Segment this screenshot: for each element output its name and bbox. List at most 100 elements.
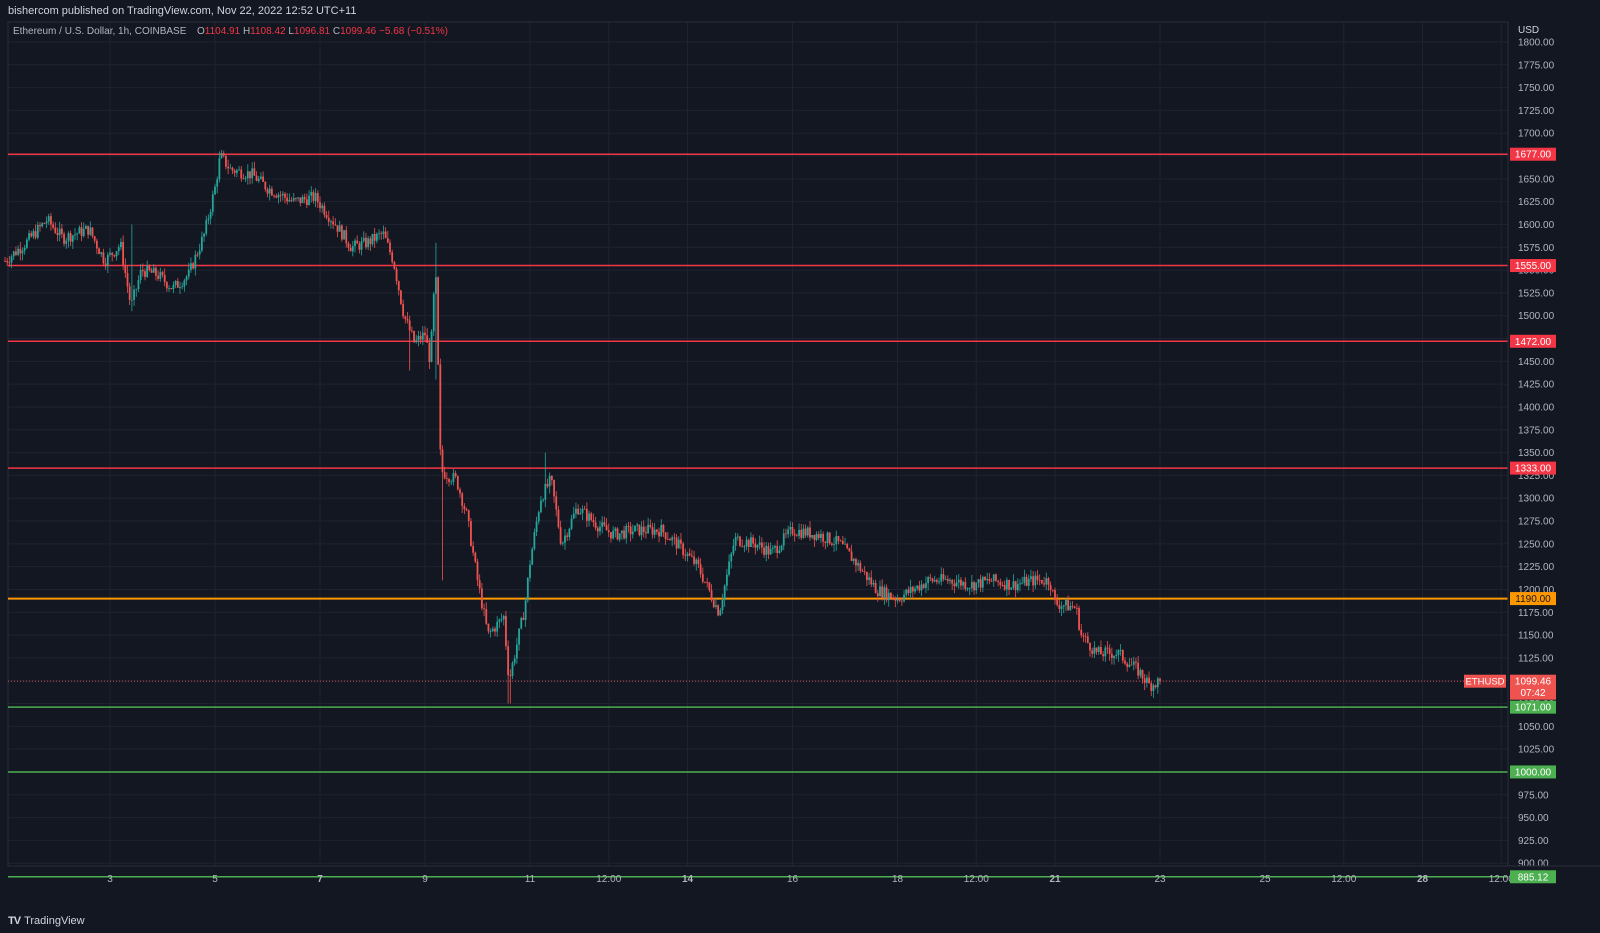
candle-body [927,577,930,584]
symbol-title[interactable]: Ethereum / U.S. Dollar, 1h, COINBASE [13,26,187,37]
candle-body [349,247,352,252]
candle-body [113,255,116,257]
candle-body [577,508,580,515]
price-tick-label: 1425.00 [1518,380,1555,391]
candle-body [181,286,184,288]
candle-body [159,272,162,279]
candle-body [938,581,940,583]
candle-body [402,303,405,317]
candle-body [999,581,1002,586]
candle-body [397,281,400,291]
candle-body [150,270,153,273]
candle-body [183,280,186,287]
candle-body [914,588,916,592]
high-label: H [242,26,251,37]
time-tick-label: 23 [1154,874,1166,885]
candle-body [441,449,444,473]
price-tick-label: 1575.00 [1518,243,1555,254]
price-tick-label: 1375.00 [1518,425,1555,436]
candle-body [120,241,122,248]
candle-body [415,339,418,343]
candle-body [618,533,621,540]
candle-body [235,170,238,174]
candle-body [323,205,326,215]
candle-body [443,472,446,479]
candle-body [949,579,951,582]
candle-body [1086,636,1089,643]
candle-body [203,233,205,237]
price-tick-label: 1175.00 [1518,608,1554,619]
candle-body [828,532,831,544]
candle-body [557,509,560,528]
bar-countdown-label: 07:42 [1520,688,1545,699]
tradingview-logo-icon: TV [8,915,21,927]
low-value: 1096.81 [293,26,331,37]
candle-body [590,513,593,521]
candle-body [596,527,599,532]
price-tick-label: 1025.00 [1518,745,1555,756]
candle-body [583,508,586,510]
candle-body [170,288,173,290]
candle-body [940,574,943,582]
candle-body [1132,661,1135,665]
candle-body [389,242,391,253]
candle-body [424,332,426,336]
candle-body [756,545,759,548]
candle-body [200,236,203,251]
horizontal-levels[interactable] [8,153,1508,878]
time-tick-label: 14 [682,874,694,885]
time-axis[interactable]: 3 5 7 9 11 12:00 14 16 18 12:00 21 23 25 12:00 28 12:00 [8,865,1600,885]
candle-body [717,605,720,616]
candle-body [218,158,221,180]
candle-body [555,496,558,510]
candle-body [575,508,577,514]
candle-body [327,217,330,222]
candle-body [406,319,409,321]
candle-body [15,251,17,255]
candle-body [553,479,555,497]
candle-body [581,508,584,514]
time-tick-label: 12:00 [1331,874,1356,885]
candlestick-chart[interactable]: USD 900.00 925.00 950.00 975.00 1000.00 1025.0… [0,0,1600,909]
candle-body [1021,582,1024,584]
candle-body [268,188,271,194]
candle-body [992,574,995,582]
time-tick-label: 11 [525,874,536,885]
candle-body [848,548,851,552]
candle-body [776,546,779,553]
candle-body [820,533,822,538]
candle-body [380,233,383,235]
candle-body [677,539,680,549]
tradingview-brand[interactable]: TV TradingView [8,909,85,933]
candle-body [78,227,81,234]
candle-body [804,528,807,536]
candle-body [861,570,864,572]
candle-body [540,500,542,513]
candle-body [1062,605,1065,607]
candle-body [688,553,691,556]
price-tick-label: 950.00 [1518,813,1549,824]
candle-body [658,531,660,537]
candle-body [1137,662,1140,676]
candle-body [988,578,991,582]
candle-body [155,267,157,276]
candle-body [168,288,170,289]
candle-body [570,518,573,529]
candle-body [391,252,394,263]
candle-body [12,251,15,257]
candle-body [1043,583,1045,585]
candle-body [135,289,138,290]
candle-body [964,581,967,589]
candle-body [152,267,155,273]
candle-body [494,628,496,632]
candle-body [1154,685,1157,688]
candle-body [28,233,30,240]
candle-body [463,506,466,510]
candle-body [345,230,348,244]
candle-body [535,521,538,533]
candle-body [1016,584,1019,591]
candle-body [920,584,923,591]
candle-body [270,188,273,196]
candle-body [461,493,464,507]
candle-body [362,237,365,242]
